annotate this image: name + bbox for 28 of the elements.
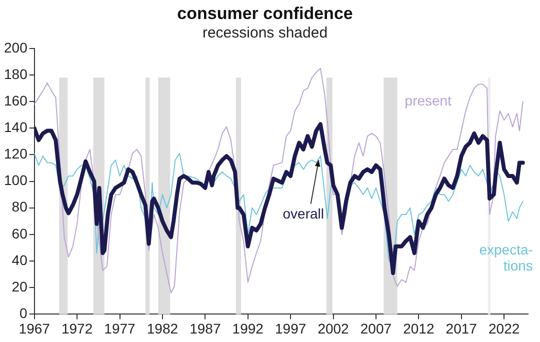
- x-tick-label: 1992: [232, 320, 264, 336]
- x-tick-label: 1967: [18, 320, 50, 336]
- chart-subtitle: recessions shaded: [202, 24, 328, 42]
- y-tick-label: 180: [4, 66, 28, 82]
- y-tick-label: 60: [12, 225, 28, 242]
- x-tick-label: 1982: [146, 320, 178, 336]
- y-tick-label: 100: [4, 172, 28, 188]
- y-tick-label: 40: [12, 252, 28, 268]
- x-tick-label: 2017: [446, 320, 478, 336]
- series-label: overall: [282, 205, 324, 222]
- y-tick-label: 0: [20, 305, 28, 322]
- x-tick-label: 1972: [61, 320, 93, 336]
- x-tick-label: 2002: [318, 320, 350, 336]
- y-tick-label: 160: [4, 92, 28, 108]
- y-tick-label: 80: [12, 198, 28, 215]
- x-tick-label: 2022: [488, 320, 520, 336]
- series-label: present: [404, 92, 452, 108]
- y-tick-label: 140: [4, 119, 28, 135]
- y-tick-label: 200: [4, 39, 28, 56]
- x-tick-label: 1977: [104, 320, 136, 336]
- x-tick-label: 1997: [274, 320, 306, 336]
- x-tick-label: 1987: [190, 320, 221, 336]
- series-label: expecta- tions: [479, 241, 534, 274]
- x-tick-label: 2007: [360, 320, 392, 336]
- x-tick-label: 2012: [403, 320, 434, 336]
- y-tick-label: 20: [12, 278, 28, 294]
- y-tick-label: 120: [4, 146, 28, 162]
- chart-title: consumer confidence: [177, 4, 353, 23]
